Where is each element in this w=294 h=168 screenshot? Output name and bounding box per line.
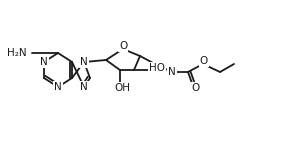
Text: N: N <box>80 82 88 92</box>
Text: N: N <box>168 67 176 77</box>
Text: OH: OH <box>114 83 130 93</box>
Text: O: O <box>119 41 127 51</box>
Text: N: N <box>80 57 88 67</box>
Text: O: O <box>200 56 208 66</box>
Text: HO: HO <box>149 63 165 73</box>
Text: N: N <box>54 82 62 92</box>
Text: O: O <box>191 83 199 93</box>
Text: H₂N: H₂N <box>7 48 27 58</box>
Text: N: N <box>40 57 48 67</box>
